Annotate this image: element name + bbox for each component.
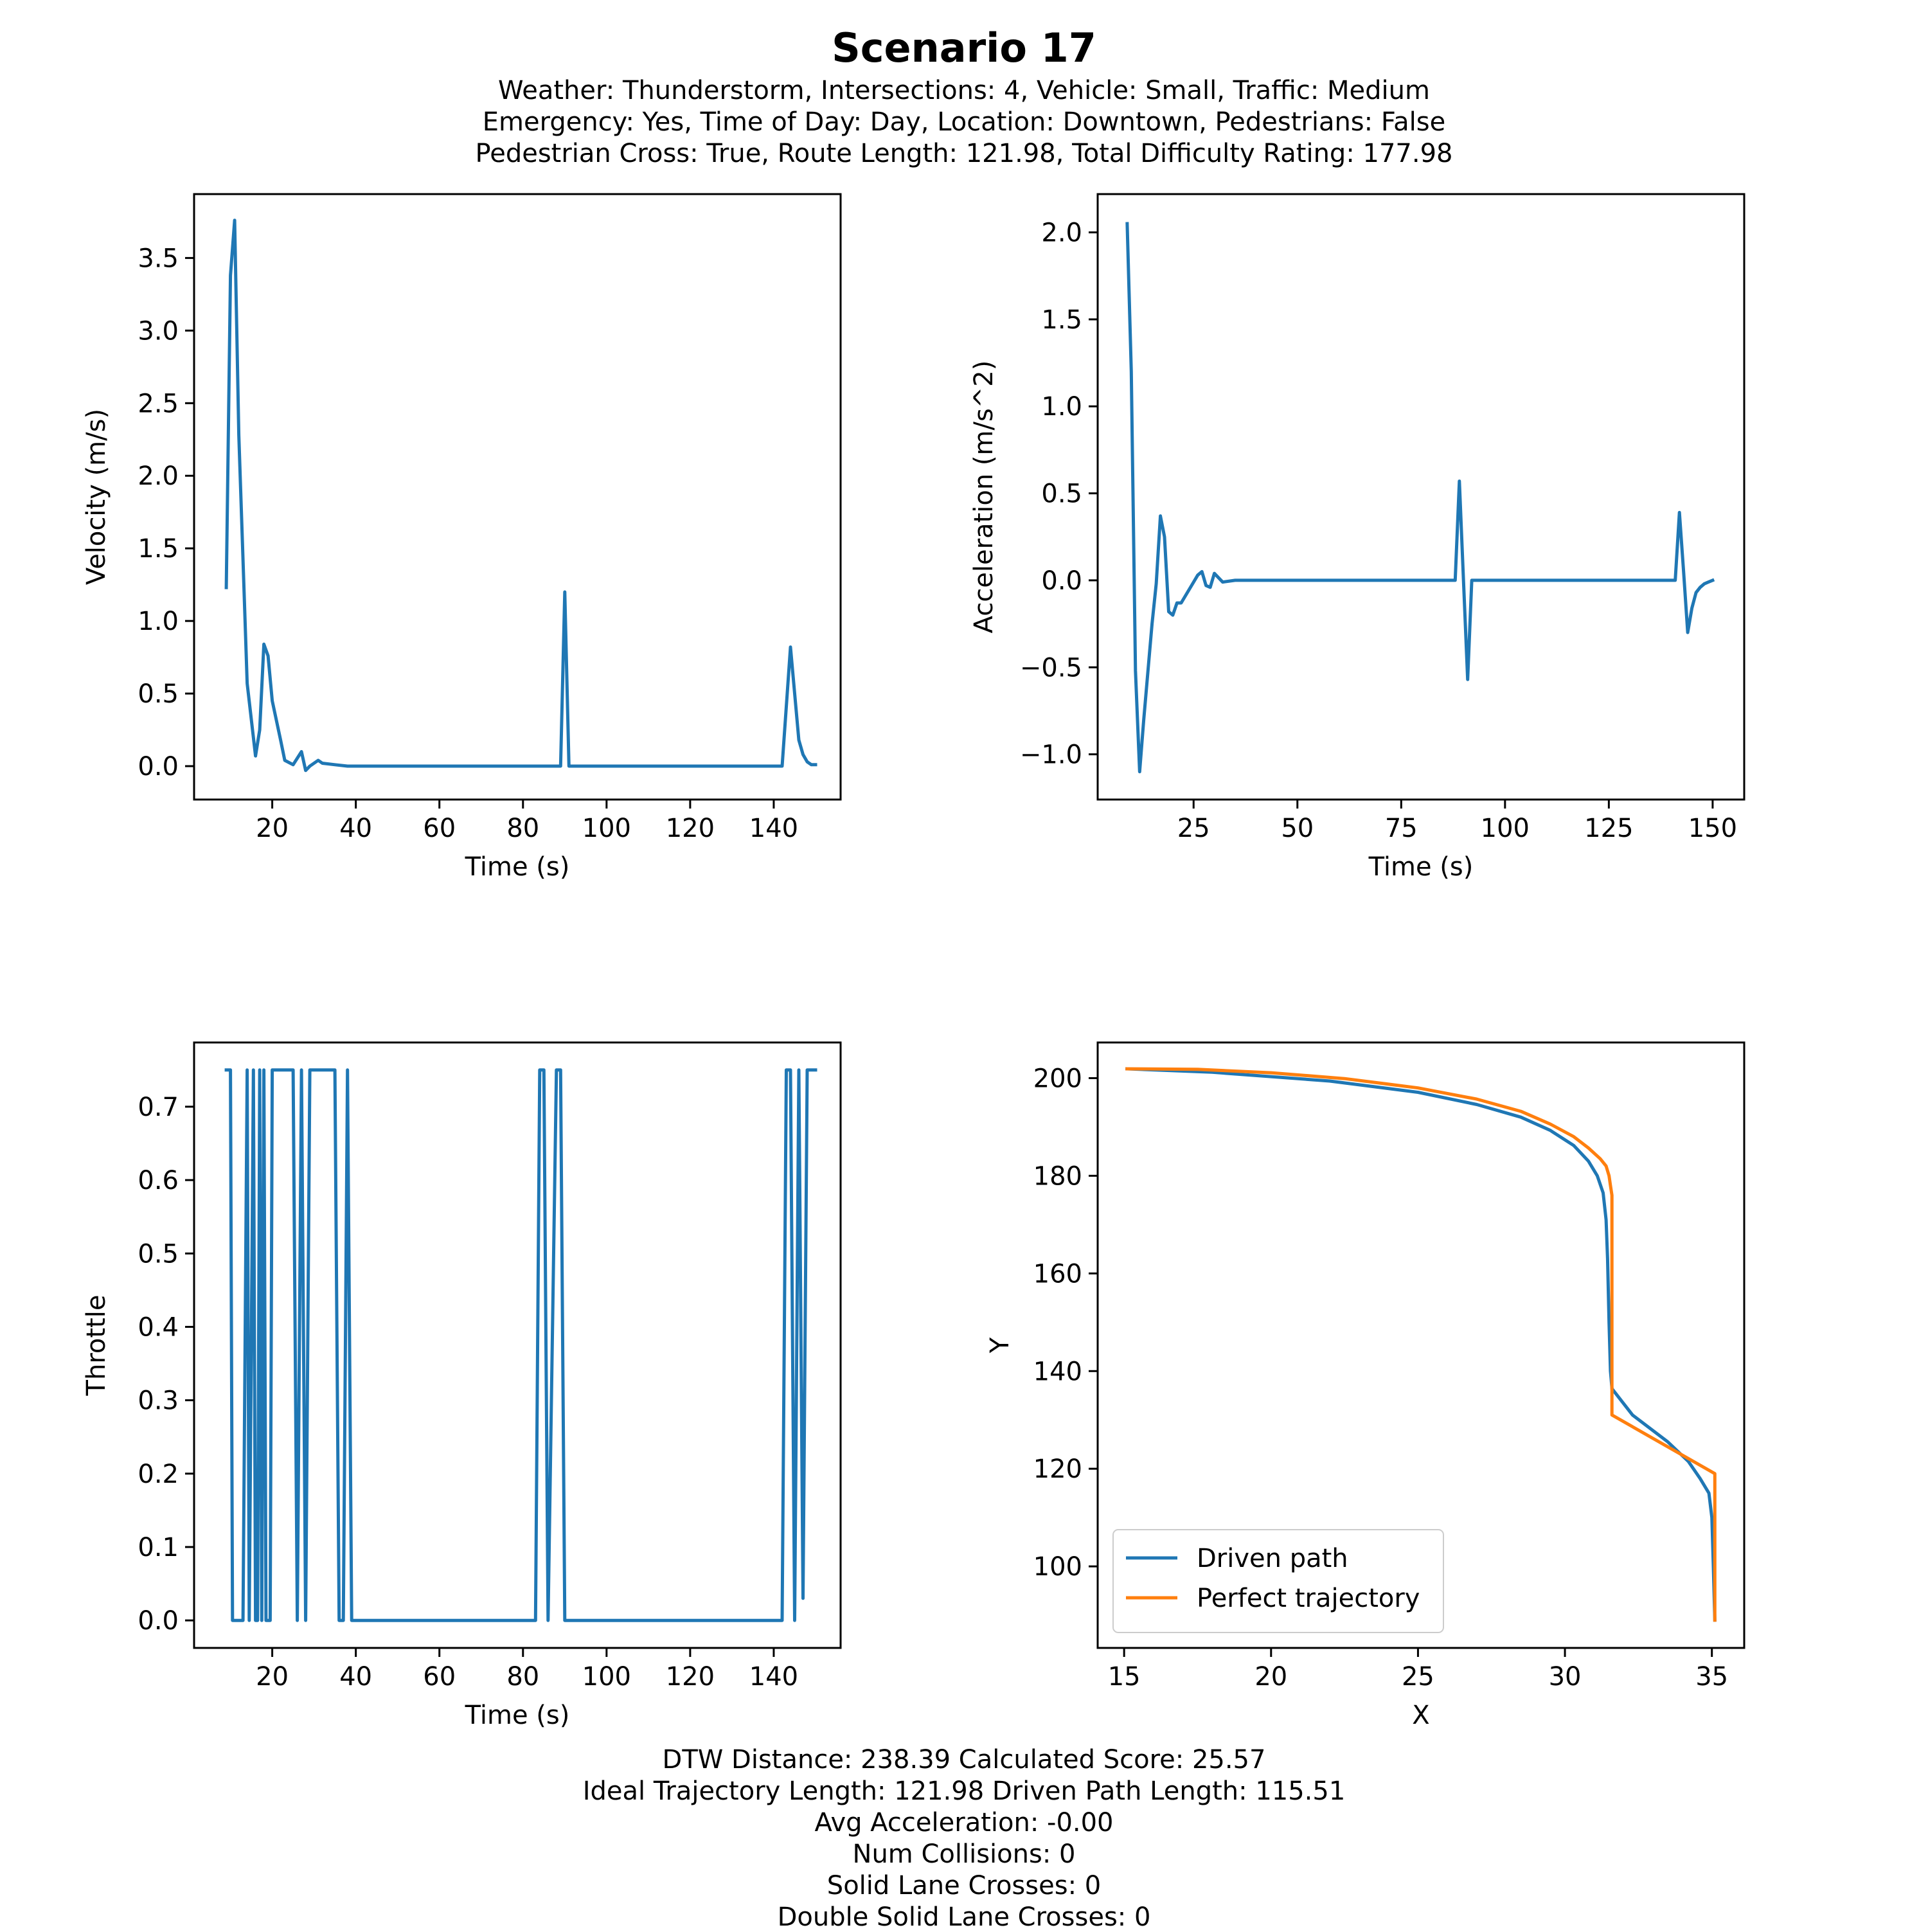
velocity-x-tick-label: 120 [666,814,715,843]
trajectory-y-axis-label: Y [985,1337,1015,1354]
throttle-series-line-1 [224,1068,817,1622]
acceleration-y-tick-label: −0.5 [1020,653,1082,683]
acceleration-x-axis-label: Time (s) [1368,852,1474,882]
throttle-x-tick-label: 40 [339,1662,372,1692]
subtitle-line-1: Weather: Thunderstorm, Intersections: 4,… [498,76,1430,105]
velocity-x-tick-label: 40 [339,814,372,843]
throttle-x-tick-label: 120 [666,1662,715,1692]
trajectory-y-tick-label: 100 [1033,1552,1082,1582]
acceleration-chart: 25 50 75 100 125 150 −1.0 −0.5 0.0 0.5 1.0 1.5 2.0 Ti… [969,193,1745,882]
acceleration-y-tick-label: 2.0 [1041,219,1082,248]
trajectory-x-axis-label: X [1412,1701,1429,1730]
velocity-y-tick-label: 0.5 [138,679,179,709]
trajectory-axes-frame [1096,1041,1745,1649]
trajectory-y-tick-label: 200 [1033,1064,1082,1093]
trajectory-series-line-1 [1125,1067,1717,1622]
velocity-y-tick-label: 2.5 [138,389,179,418]
acceleration-y-axis-label: Acceleration (m/s^2) [969,361,999,634]
footer-solid-lane-crosses: Solid Lane Crosses: 0 [826,1871,1102,1901]
trajectory-y-tick-label: 140 [1033,1357,1082,1386]
velocity-y-axis-label: Velocity (m/s) [82,409,111,585]
throttle-y-tick-label: 0.6 [138,1166,179,1195]
throttle-y-tick-label: 0.2 [138,1460,179,1489]
acceleration-x-tick-label: 50 [1281,814,1314,843]
velocity-y-tick-label: 0.0 [138,752,179,782]
velocity-x-tick-label: 100 [582,814,631,843]
throttle-chart: 20 40 60 80 100 120 140 0.0 0.1 0.2 0.3 0.4 0.5 0.6 0.… [82,1041,842,1730]
velocity-y-tick-label: 3.5 [138,244,179,273]
acceleration-y-tick-label: −1.0 [1020,740,1082,770]
subtitle-line-2: Emergency: Yes, Time of Day: Day, Locati… [482,107,1446,137]
throttle-y-tick-label: 0.1 [138,1533,179,1562]
footer-collisions: Num Collisions: 0 [852,1839,1076,1869]
acceleration-series-line-1 [1125,222,1715,774]
velocity-x-tick-label: 60 [423,814,456,843]
trajectory-y-tick-label: 160 [1033,1259,1082,1289]
footer-lengths: Ideal Trajectory Length: 121.98 Driven P… [582,1776,1346,1806]
velocity-x-axis-label: Time (s) [465,852,570,882]
throttle-y-tick-label: 0.7 [138,1093,179,1122]
throttle-y-tick-label: 0.4 [138,1312,179,1342]
footer-dtw-score: DTW Distance: 238.39 Calculated Score: 2… [662,1745,1266,1775]
velocity-y-tick-label: 3.0 [138,316,179,346]
acceleration-y-tick-label: 0.0 [1041,566,1082,596]
acceleration-x-tick-label: 100 [1481,814,1530,843]
throttle-x-tick-label: 100 [582,1662,631,1692]
figure-title: Scenario 17 [832,24,1096,71]
trajectory-y-tick-label: 180 [1033,1161,1082,1191]
throttle-x-axis-label: Time (s) [465,1701,570,1730]
throttle-x-tick-label: 80 [506,1662,539,1692]
throttle-y-tick-label: 0.5 [138,1239,179,1269]
velocity-y-tick-label: 2.0 [138,461,179,491]
throttle-y-axis-label: Throttle [82,1295,111,1397]
velocity-y-tick-label: 1.0 [138,607,179,636]
throttle-y-tick-label: 0.3 [138,1386,179,1416]
velocity-y-tick-label: 1.5 [138,534,179,564]
acceleration-y-tick-label: 1.0 [1041,392,1082,422]
throttle-x-tick-label: 140 [749,1662,798,1692]
subtitle-line-3: Pedestrian Cross: True, Route Length: 12… [475,139,1453,168]
trajectory-x-tick-label: 30 [1549,1662,1582,1692]
throttle-x-tick-label: 20 [256,1662,289,1692]
trajectory-y-tick-label: 120 [1033,1454,1082,1484]
trajectory-x-tick-label: 35 [1695,1662,1728,1692]
velocity-series-line-1 [224,219,817,773]
acceleration-x-tick-label: 75 [1385,814,1418,843]
acceleration-x-tick-label: 125 [1584,814,1633,843]
throttle-x-tick-label: 60 [423,1662,456,1692]
trajectory-x-tick-label: 15 [1108,1662,1141,1692]
acceleration-x-tick-label: 25 [1177,814,1210,843]
trajectory-chart: 15 20 25 30 35 100 120 140 160 180 200 X Y Driven pat… [985,1041,1745,1730]
acceleration-y-tick-label: 0.5 [1041,479,1082,509]
footer-double-solid-lane-crosses: Double Solid Lane Crosses: 0 [777,1902,1151,1932]
velocity-chart: 20 40 60 80 100 120 140 0.0 0.5 1.0 1.5 2.0 2.5 3.0 3.… [82,193,842,882]
throttle-axes-frame [193,1041,842,1649]
trajectory-series-line-2 [1125,1067,1717,1622]
velocity-x-tick-label: 20 [256,814,289,843]
acceleration-y-tick-label: 1.5 [1041,305,1082,335]
footer-avg-acceleration: Avg Acceleration: -0.00 [814,1808,1114,1838]
trajectory-legend-label: Driven path [1197,1544,1348,1573]
trajectory-legend-box [1112,1529,1444,1633]
trajectory-legend-label: Perfect trajectory [1197,1584,1420,1613]
trajectory-legend: Driven path Perfect trajectory [1112,1529,1444,1633]
acceleration-axes-frame [1096,193,1745,801]
trajectory-x-tick-label: 20 [1254,1662,1287,1692]
velocity-x-tick-label: 140 [749,814,798,843]
velocity-axes-frame [193,193,842,801]
trajectory-x-tick-label: 25 [1402,1662,1434,1692]
throttle-y-tick-label: 0.0 [138,1606,179,1636]
acceleration-x-tick-label: 150 [1688,814,1737,843]
velocity-x-tick-label: 80 [506,814,539,843]
